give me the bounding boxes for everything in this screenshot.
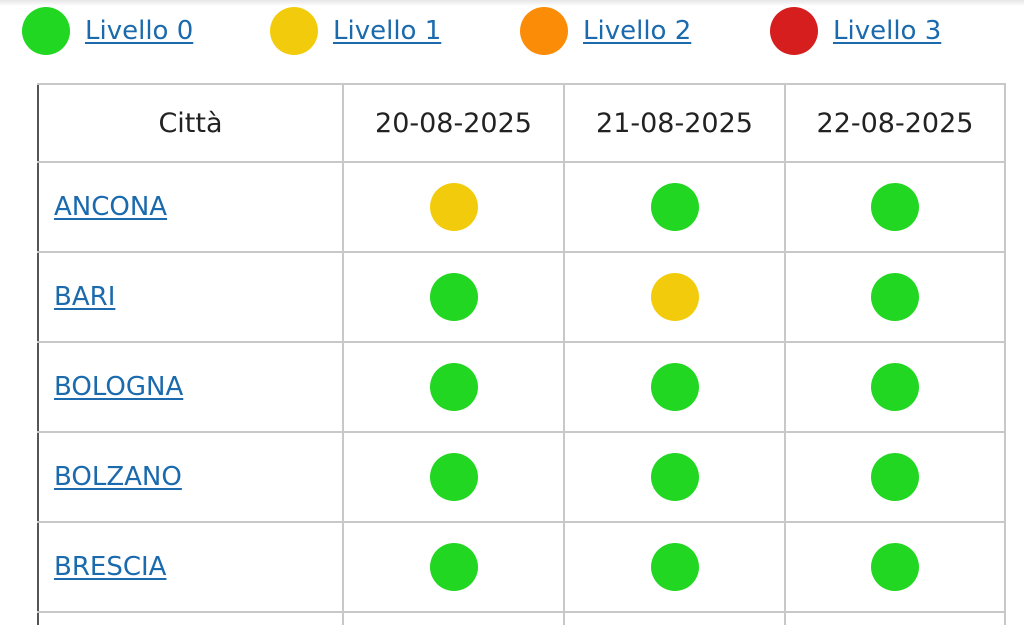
- status-cell: [342, 431, 565, 523]
- status-dot-icon: [650, 363, 699, 411]
- status-dot-icon: [429, 453, 478, 501]
- city-cell: ANCONA: [37, 161, 344, 253]
- status-dot-icon: [429, 183, 478, 231]
- status-dot-icon: [650, 273, 699, 321]
- table-row-partial: [37, 611, 1006, 625]
- status-dot-icon: [871, 183, 919, 231]
- status-dot-icon: [871, 543, 919, 591]
- level-2-dot-icon: [520, 7, 568, 55]
- table-row: BOLZANO: [37, 431, 1006, 523]
- city-link-ancona[interactable]: ANCONA: [54, 192, 168, 222]
- status-dot-icon: [429, 543, 478, 591]
- status-cell: [342, 341, 565, 433]
- legend: Livello 0 Livello 1 Livello 2 Livello 3: [0, 0, 1024, 62]
- legend-item-level-2: Livello 2: [520, 7, 691, 55]
- partial-cell: [784, 611, 1006, 625]
- column-header-city: Città: [37, 83, 344, 163]
- table-row: BOLOGNA: [37, 341, 1006, 433]
- city-link-brescia[interactable]: BRESCIA: [54, 552, 167, 582]
- status-dot-icon: [429, 363, 478, 411]
- status-dot-icon: [650, 543, 699, 591]
- city-link-bologna[interactable]: BOLOGNA: [54, 372, 184, 402]
- table-header-row: Città 20-08-2025 21-08-2025 22-08-2025: [37, 83, 1006, 163]
- level-1-dot-icon: [270, 7, 318, 55]
- status-cell: [342, 161, 565, 253]
- status-cell: [342, 251, 565, 343]
- city-cell: BOLZANO: [37, 431, 344, 523]
- legend-item-level-0: Livello 0: [22, 7, 193, 55]
- partial-cell: [37, 611, 344, 625]
- top-shadow: [0, 0, 1024, 6]
- forecast-table: Città 20-08-2025 21-08-2025 22-08-2025 A…: [37, 83, 1006, 625]
- table-row: ANCONA: [37, 161, 1006, 253]
- status-dot-icon: [650, 183, 699, 231]
- partial-cell: [563, 611, 786, 625]
- city-cell: BRESCIA: [37, 521, 344, 613]
- legend-link-level-3[interactable]: Livello 3: [833, 16, 942, 46]
- city-link-bolzano[interactable]: BOLZANO: [54, 462, 182, 492]
- status-cell: [563, 431, 786, 523]
- status-cell: [563, 341, 786, 433]
- legend-item-level-3: Livello 3: [770, 7, 941, 55]
- status-cell: [784, 341, 1006, 433]
- status-dot-icon: [650, 453, 699, 501]
- level-3-dot-icon: [770, 7, 818, 55]
- status-cell: [784, 521, 1006, 613]
- forecast-table-container: Città 20-08-2025 21-08-2025 22-08-2025 A…: [37, 83, 1006, 625]
- legend-item-level-1: Livello 1: [270, 7, 441, 55]
- status-cell: [563, 251, 786, 343]
- legend-link-level-1[interactable]: Livello 1: [333, 16, 442, 46]
- legend-link-level-2[interactable]: Livello 2: [583, 16, 692, 46]
- level-0-dot-icon: [22, 7, 70, 55]
- status-dot-icon: [429, 273, 478, 321]
- table-row: BRESCIA: [37, 521, 1006, 613]
- status-dot-icon: [871, 453, 919, 501]
- status-cell: [784, 431, 1006, 523]
- legend-link-level-0[interactable]: Livello 0: [85, 16, 194, 46]
- city-cell: BARI: [37, 251, 344, 343]
- column-header-date-1: 20-08-2025: [342, 83, 565, 163]
- status-dot-icon: [871, 363, 919, 411]
- status-cell: [563, 521, 786, 613]
- partial-cell: [342, 611, 565, 625]
- column-header-date-2: 21-08-2025: [563, 83, 786, 163]
- table-row: BARI: [37, 251, 1006, 343]
- status-cell: [784, 251, 1006, 343]
- status-cell: [342, 521, 565, 613]
- city-link-bari[interactable]: BARI: [54, 282, 116, 312]
- status-dot-icon: [871, 273, 919, 321]
- status-cell: [784, 161, 1006, 253]
- column-header-date-3: 22-08-2025: [784, 83, 1006, 163]
- city-cell: BOLOGNA: [37, 341, 344, 433]
- status-cell: [563, 161, 786, 253]
